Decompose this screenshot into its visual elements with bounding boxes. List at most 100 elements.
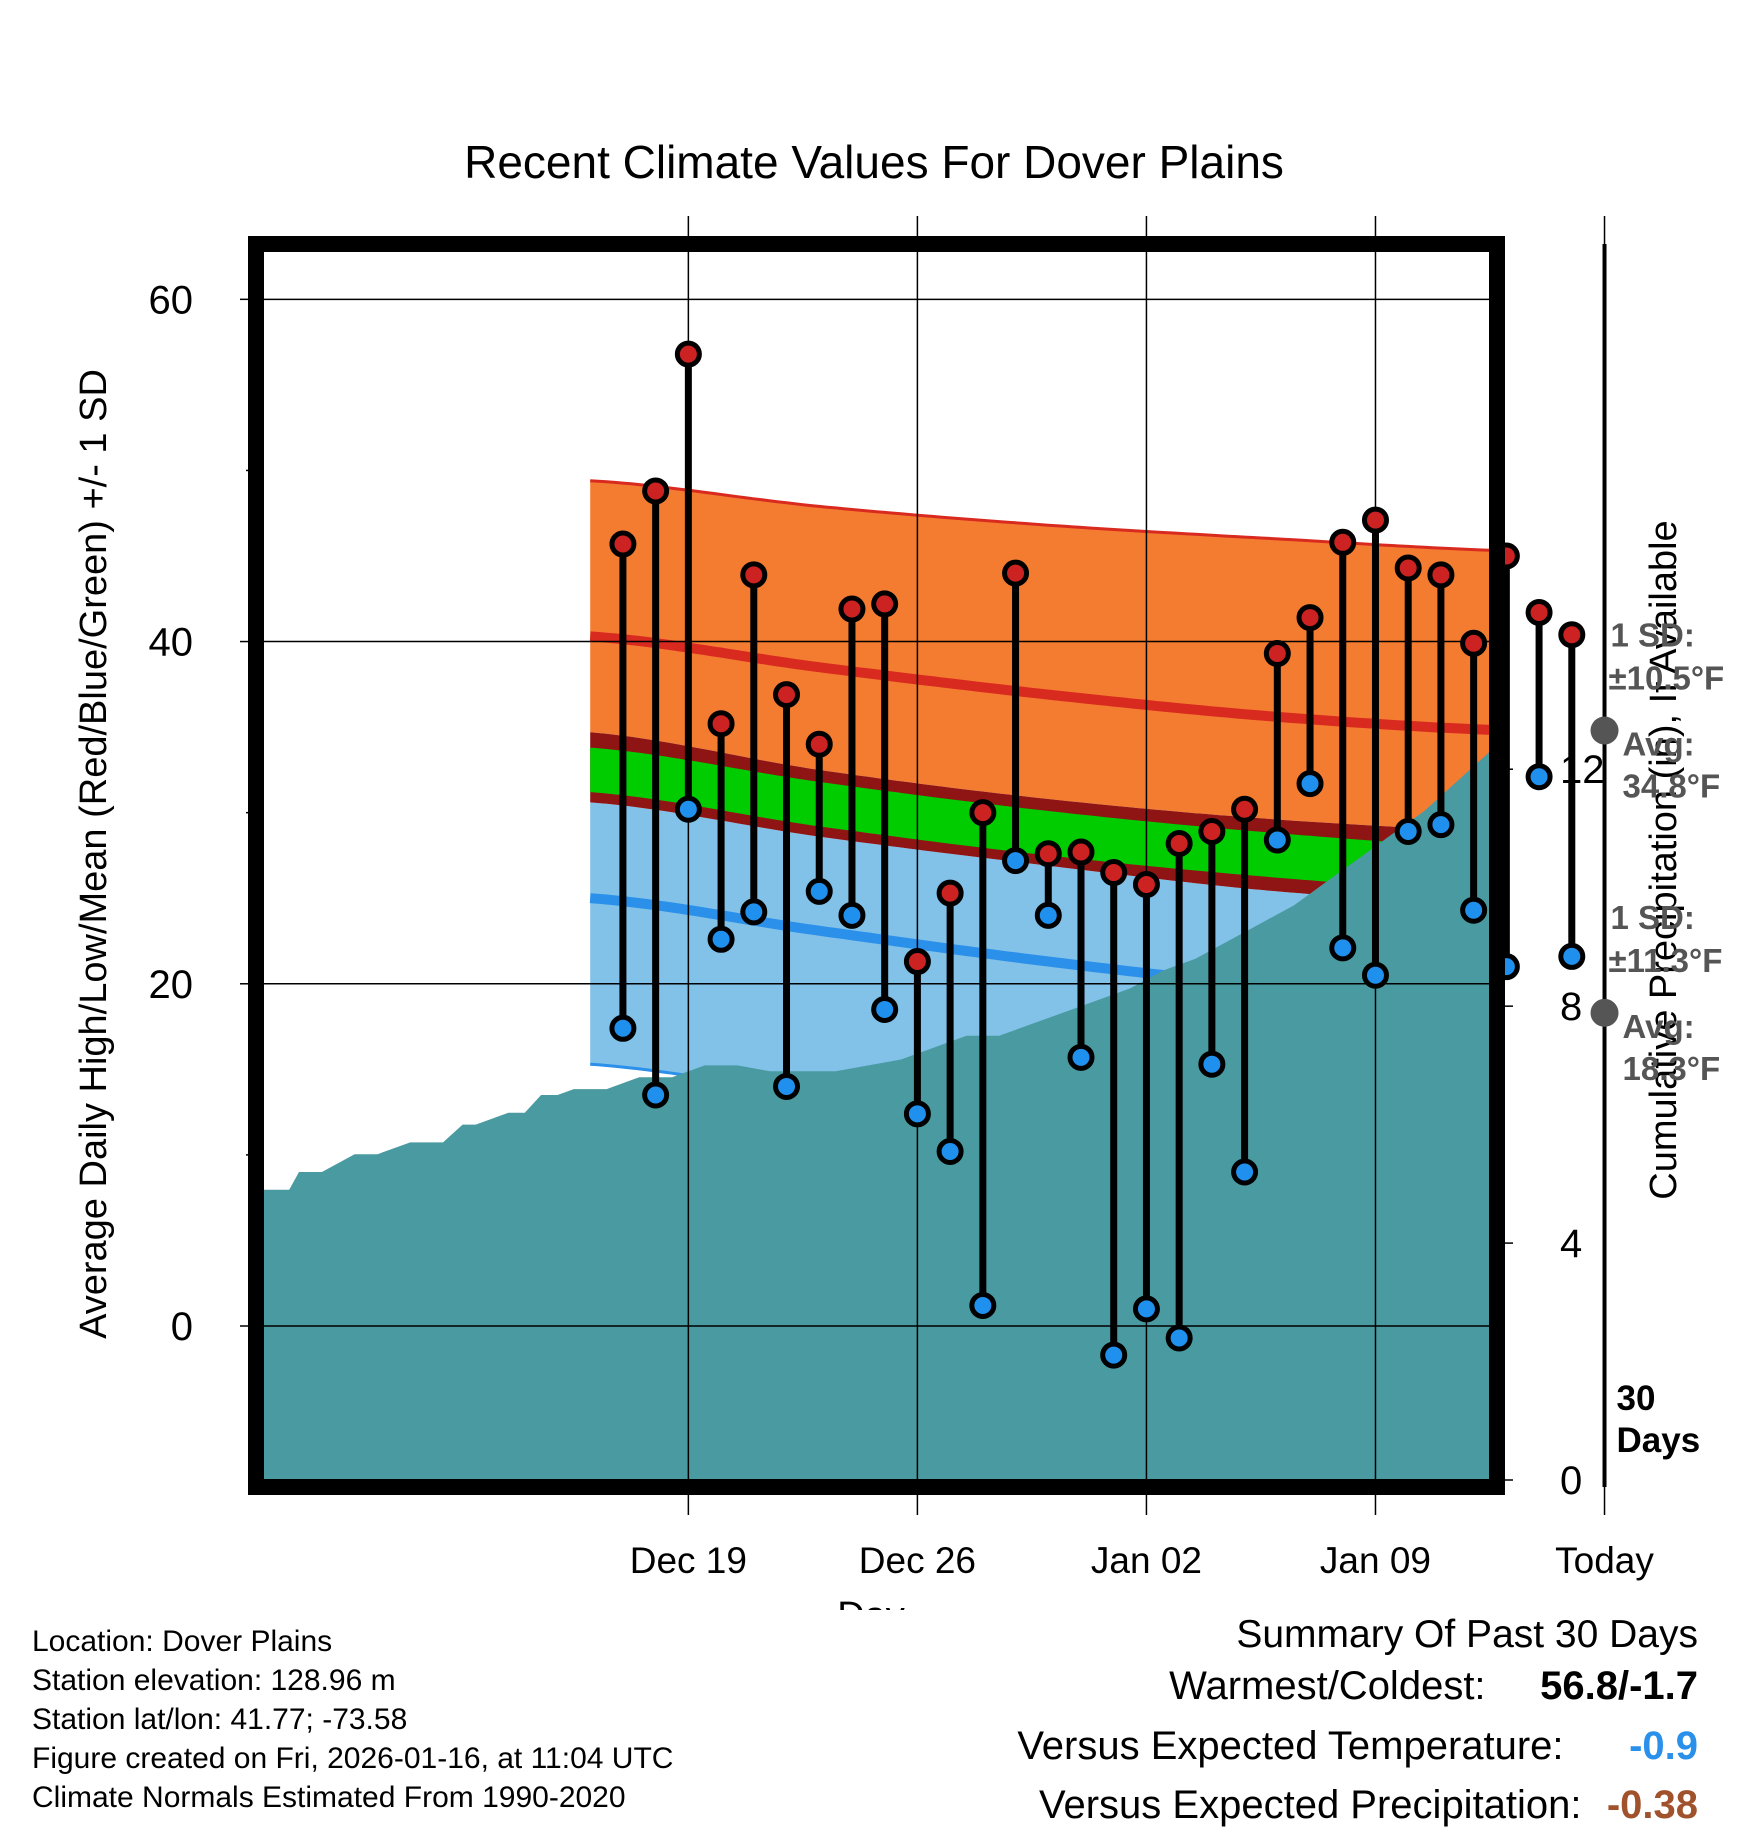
- high-point: [1558, 621, 1586, 649]
- high-point: [1296, 604, 1324, 632]
- y-right-tick-label: 4: [1560, 1222, 1582, 1266]
- low-point: [707, 925, 735, 953]
- station-metadata: Location: Dover Plains Station elevation…: [32, 1622, 673, 1817]
- low-point: [1198, 1050, 1226, 1078]
- low-point: [1427, 811, 1455, 839]
- high-point: [1231, 795, 1259, 823]
- summary-title: Summary Of Past 30 Days: [1236, 1613, 1698, 1656]
- high-plus-sd-line: [590, 479, 1490, 552]
- high-point: [1034, 840, 1062, 868]
- high-point: [936, 879, 964, 907]
- high-point: [674, 340, 702, 368]
- y-tick-label: 40: [149, 621, 194, 665]
- summary-panel: Summary Of Past 30 Days Warmest/Coldest:…: [1017, 1610, 1698, 1839]
- low-point: [805, 877, 833, 905]
- high-point: [1100, 859, 1128, 887]
- y-tick-label: 0: [171, 1305, 193, 1349]
- high-point: [1427, 561, 1455, 589]
- low-point: [1394, 817, 1422, 845]
- y-right-tick-label: 0: [1560, 1459, 1582, 1503]
- latlon-text: Station lat/lon: 41.77; -73.58: [32, 1703, 408, 1736]
- summary-temp-row: Versus Expected Temperature: -0.9: [1017, 1721, 1698, 1780]
- low-point: [642, 1081, 670, 1109]
- high-point: [903, 948, 931, 976]
- temp-value: -0.9: [1629, 1724, 1698, 1768]
- summary-warmest-row: Warmest/Coldest: 56.8/-1.7: [1017, 1660, 1698, 1721]
- high-avg-label: Avg:: [1623, 726, 1695, 763]
- high-point: [1361, 506, 1389, 534]
- temp-label: Versus Expected Temperature:: [1017, 1724, 1564, 1768]
- low-point: [740, 898, 768, 926]
- low-point: [1329, 934, 1357, 962]
- low-point: [1525, 763, 1553, 791]
- low-avg-marker: [1590, 998, 1619, 1027]
- low-point: [674, 795, 702, 823]
- precip-area: [263, 751, 1490, 1480]
- high-point: [1067, 838, 1095, 866]
- low-sd-value: ±11.3°F: [1609, 942, 1723, 979]
- high-point: [642, 477, 670, 505]
- high-point: [1525, 598, 1553, 626]
- low-point: [1034, 901, 1062, 929]
- high-point: [1198, 817, 1226, 845]
- elevation-text: Station elevation: 128.96 m: [32, 1664, 396, 1697]
- y-tick-label: 20: [149, 963, 194, 1007]
- x-tick-label: Jan 02: [1091, 1540, 1202, 1581]
- high-avg-marker: [1590, 716, 1619, 745]
- high-point: [1460, 629, 1488, 657]
- low-point: [1100, 1341, 1128, 1369]
- location-text: Location: Dover Plains: [32, 1625, 333, 1658]
- low-point: [1132, 1295, 1160, 1323]
- low-point: [936, 1137, 964, 1165]
- y-tick-label: 60: [149, 278, 194, 322]
- low-point: [773, 1072, 801, 1100]
- high-point: [838, 595, 866, 623]
- high-sd-value: ±10.5°F: [1609, 660, 1725, 697]
- high-point: [609, 530, 637, 558]
- high-point: [740, 561, 768, 589]
- low-point: [1460, 896, 1488, 924]
- high-avg-value: 34.8°F: [1623, 768, 1721, 805]
- low-avg-value: 18.3°F: [1623, 1050, 1721, 1087]
- chart-title: Recent Climate Values For Dover Plains: [464, 136, 1284, 188]
- low-point: [1165, 1324, 1193, 1352]
- high-point: [1329, 528, 1357, 556]
- summary-precip-row: Versus Expected Precipitation: -0.38: [1017, 1780, 1698, 1839]
- created-text: Figure created on Fri, 2026-01-16, at 11…: [32, 1742, 674, 1775]
- plot-frame: [248, 236, 1505, 1495]
- x-tick-label: Dec 26: [859, 1540, 976, 1581]
- low-point: [1558, 942, 1586, 970]
- x-tick-label: Dec 19: [630, 1540, 747, 1581]
- high-point: [871, 590, 899, 618]
- low-point: [1296, 770, 1324, 798]
- x-tick-label: Jan 09: [1320, 1540, 1431, 1581]
- low-point: [1231, 1158, 1259, 1186]
- low-point: [871, 995, 899, 1023]
- y-axis-label: Average Daily High/Low/Mean (Red/Blue/Gr…: [73, 369, 115, 1339]
- high-point: [773, 681, 801, 709]
- high-point: [805, 730, 833, 758]
- high-point: [1165, 829, 1193, 857]
- high-point: [1132, 871, 1160, 899]
- today-days-text: Days: [1617, 1421, 1701, 1460]
- high-point: [969, 799, 997, 827]
- high-point: [707, 710, 735, 738]
- low-point: [969, 1291, 997, 1319]
- high-mean-line: [589, 631, 1490, 735]
- y-axis-right-label: Cumulative Precipitation (in), If Availa…: [1643, 520, 1685, 1199]
- low-point: [609, 1014, 637, 1042]
- today-days-number: 30: [1617, 1379, 1656, 1418]
- high-point: [1002, 559, 1030, 587]
- y-right-tick-label: 8: [1560, 985, 1582, 1029]
- high-point: [1394, 554, 1422, 582]
- high-sd-label: 1 SD:: [1611, 617, 1695, 654]
- mean-line: [590, 747, 1490, 893]
- precip-value: -0.38: [1606, 1783, 1698, 1827]
- high-point: [1263, 640, 1291, 668]
- normals-text: Climate Normals Estimated From 1990-2020: [32, 1781, 626, 1814]
- warmest-value: 56.8/-1.7: [1540, 1664, 1698, 1708]
- low-point: [1361, 961, 1389, 989]
- low-point: [838, 901, 866, 929]
- low-avg-label: Avg:: [1623, 1008, 1695, 1045]
- climate-chart: Recent Climate Values For Dover Plains D…: [73, 136, 1725, 1610]
